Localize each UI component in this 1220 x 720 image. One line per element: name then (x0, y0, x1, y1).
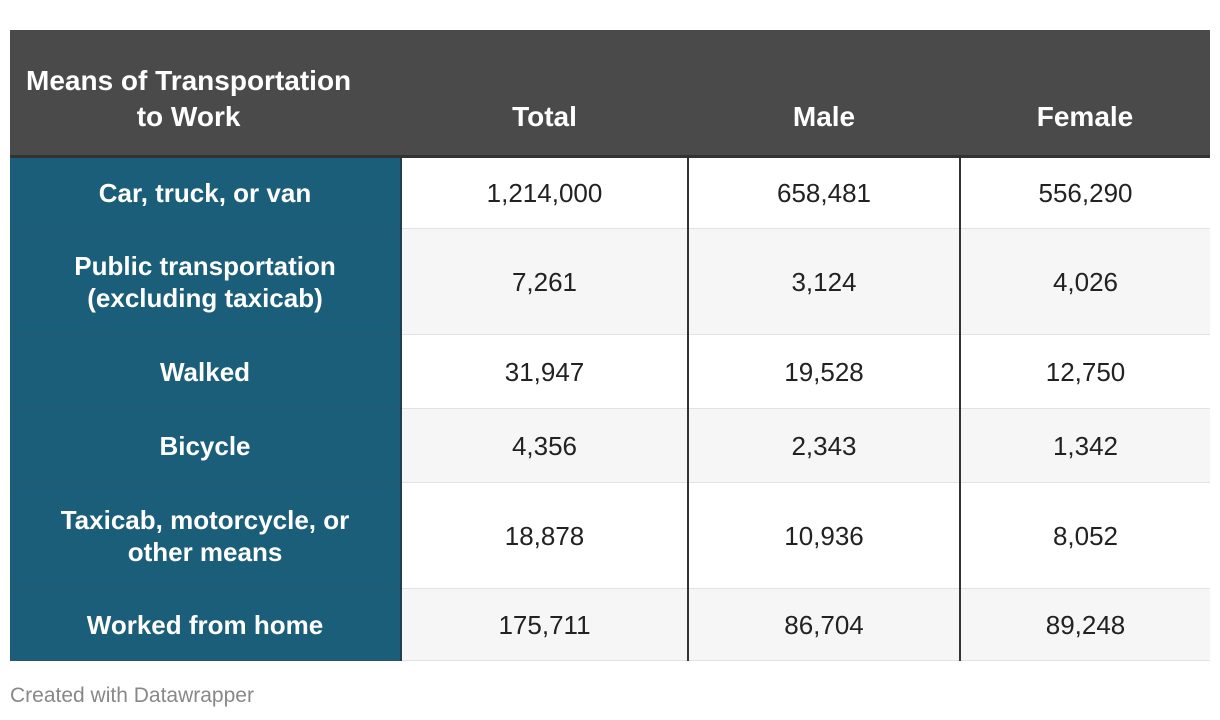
cell-male: 86,704 (688, 588, 961, 661)
row-label: Walked (10, 334, 402, 409)
cell-female: 89,248 (960, 588, 1210, 661)
cell-total: 1,214,000 (401, 156, 689, 229)
cell-total: 18,878 (401, 482, 689, 589)
table-row: Worked from home 175,711 86,704 89,248 (10, 588, 1210, 661)
row-label-line: Car, truck, or van (98, 178, 312, 208)
row-label: Car, truck, or van (10, 156, 402, 229)
row-label: Worked from home (10, 588, 402, 661)
cell-total: 4,356 (401, 408, 689, 483)
column-header-means-line-1: Means of Transportation (26, 65, 352, 96)
table-row: Bicycle 4,356 2,343 1,342 (10, 408, 1210, 483)
table-row: Public transportation (excluding taxicab… (10, 228, 1210, 335)
cell-total: 31,947 (401, 334, 689, 409)
table-row: Walked 31,947 19,528 12,750 (10, 334, 1210, 409)
cell-male: 19,528 (688, 334, 961, 409)
cell-male: 3,124 (688, 228, 961, 335)
row-label-line: other means (127, 536, 283, 567)
cell-female: 1,342 (960, 408, 1210, 483)
column-header-total: Total (401, 30, 688, 158)
cell-female: 12,750 (960, 334, 1210, 409)
cell-total: 175,711 (401, 588, 689, 661)
row-label-line: Public transportation (74, 250, 336, 281)
row-label-line: (excluding taxicab) (87, 282, 323, 313)
table-row: Car, truck, or van 1,214,000 658,481 556… (10, 156, 1210, 229)
cell-female: 556,290 (960, 156, 1210, 229)
transportation-table: Means of Transportation to Work Total Ma… (10, 30, 1210, 661)
row-label-line: Bicycle (159, 430, 251, 461)
row-label-line: Walked (159, 356, 251, 387)
cell-male: 10,936 (688, 482, 961, 589)
cell-male: 2,343 (688, 408, 961, 483)
cell-female: 4,026 (960, 228, 1210, 335)
row-label: Public transportation (excluding taxicab… (10, 228, 402, 335)
datawrapper-credit-link[interactable]: Created with Datawrapper (10, 684, 254, 707)
column-header-means-line-2: to Work (136, 101, 241, 132)
table-header-row: Means of Transportation to Work Total Ma… (10, 30, 1210, 158)
transportation-table-container: Means of Transportation to Work Total Ma… (10, 30, 1210, 661)
table-row: Taxicab, motorcycle, or other means 18,8… (10, 482, 1210, 589)
column-header-female: Female (960, 30, 1210, 158)
row-label: Bicycle (10, 408, 402, 483)
cell-male: 658,481 (688, 156, 961, 229)
row-label: Taxicab, motorcycle, or other means (10, 482, 402, 589)
cell-total: 7,261 (401, 228, 689, 335)
column-header-means: Means of Transportation to Work (10, 30, 401, 158)
cell-female: 8,052 (960, 482, 1210, 589)
row-label-line: Worked from home (86, 609, 324, 640)
row-label-line: Taxicab, motorcycle, or (60, 504, 350, 535)
column-header-male: Male (688, 30, 960, 158)
